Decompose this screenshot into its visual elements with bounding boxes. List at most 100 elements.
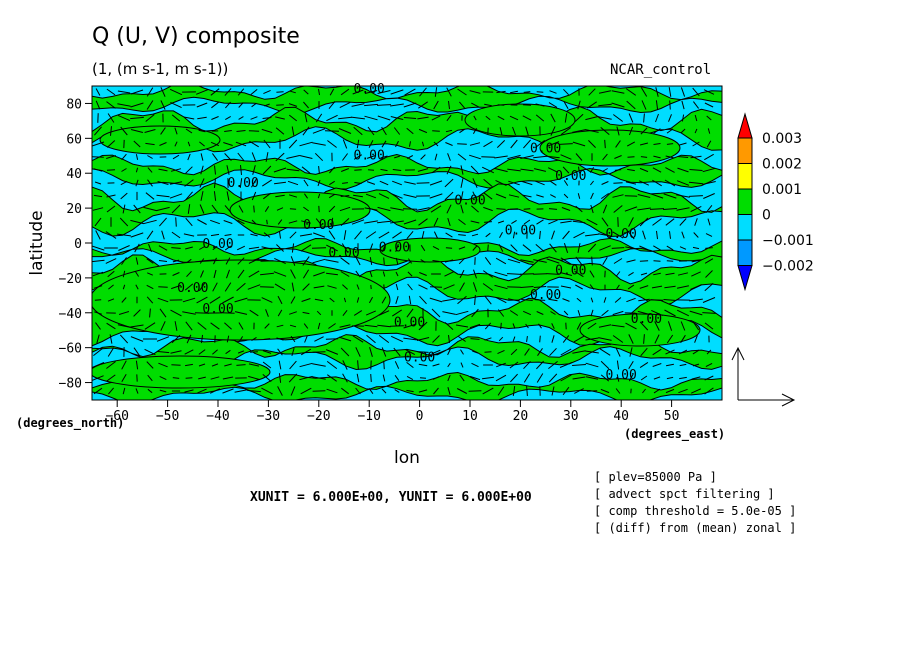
contour-label: 0.00 bbox=[530, 141, 561, 156]
vector-arrow bbox=[447, 217, 451, 227]
vector-arrow bbox=[275, 116, 285, 120]
vector-arrow bbox=[236, 364, 246, 366]
vector-arrow bbox=[211, 363, 219, 367]
vector-arrow bbox=[639, 245, 649, 251]
vector-arrow bbox=[498, 336, 504, 342]
vector-arrow bbox=[611, 90, 625, 94]
vector-arrow bbox=[510, 90, 518, 94]
vector-arrow bbox=[431, 308, 441, 318]
vector-arrow bbox=[497, 349, 505, 355]
vector-arrow bbox=[598, 116, 612, 120]
vector-arrow bbox=[499, 127, 503, 135]
vector-arrow bbox=[343, 297, 347, 303]
vector-arrow bbox=[472, 282, 478, 292]
note-threshold: [ comp threshold = 5.0e-05 ] bbox=[594, 504, 797, 518]
vector-arrow bbox=[120, 126, 128, 136]
vector-arrow bbox=[249, 140, 259, 148]
vector-arrow bbox=[299, 233, 313, 237]
vector-arrow bbox=[601, 192, 609, 200]
vector-arrow bbox=[105, 231, 117, 239]
vector-arrow bbox=[369, 257, 373, 265]
colorbar-segment bbox=[737, 214, 753, 241]
vector-arrow bbox=[653, 272, 661, 276]
vector-arrow bbox=[551, 230, 555, 240]
vector-arrow bbox=[551, 335, 555, 343]
vector-arrow bbox=[639, 321, 649, 331]
vector-arrow bbox=[265, 152, 269, 162]
vector-arrow bbox=[279, 231, 281, 239]
vector-arrow bbox=[585, 337, 599, 341]
vector-arrow bbox=[536, 219, 544, 225]
vector-arrow bbox=[418, 363, 428, 367]
vector-arrow bbox=[327, 140, 337, 148]
colorbar-label: 0.001 bbox=[762, 182, 802, 198]
vector-arrow bbox=[572, 350, 586, 354]
vector-arrow bbox=[559, 362, 573, 368]
vector-arrow bbox=[510, 139, 518, 149]
vector-arrow bbox=[183, 233, 195, 237]
vector-arrow bbox=[652, 167, 662, 173]
vector-arrow bbox=[444, 178, 454, 188]
vector-arrow bbox=[406, 127, 414, 135]
vector-arrow bbox=[110, 126, 112, 136]
vector-arrow bbox=[690, 205, 702, 213]
vector-arrow bbox=[665, 349, 675, 355]
vector-arrow bbox=[92, 141, 105, 147]
vector-arrow bbox=[471, 102, 479, 108]
vector-arrow bbox=[134, 243, 140, 253]
vector-arrow bbox=[628, 374, 634, 382]
vector-arrow bbox=[706, 140, 712, 148]
vector-arrow bbox=[147, 374, 153, 382]
vector-arrow bbox=[171, 364, 181, 366]
vector-arrow bbox=[562, 298, 570, 302]
vector-arrow bbox=[572, 376, 586, 380]
vector-arrow bbox=[390, 207, 404, 211]
vector-arrow bbox=[458, 246, 466, 250]
vector-arrow bbox=[653, 376, 661, 380]
vector-arrow bbox=[261, 246, 273, 250]
vector-arrow bbox=[262, 192, 272, 200]
vector-arrow bbox=[260, 286, 274, 288]
vector-arrow bbox=[200, 270, 204, 278]
vector-arrow bbox=[175, 217, 177, 227]
vector-arrow bbox=[679, 218, 687, 226]
x-tick-label: 0 bbox=[416, 409, 424, 424]
vector-arrow bbox=[651, 285, 663, 289]
vector-arrow bbox=[575, 284, 583, 290]
vector-arrow bbox=[262, 117, 272, 119]
vector-arrow bbox=[536, 311, 544, 315]
vector-arrow bbox=[420, 259, 426, 263]
vector-arrow bbox=[225, 115, 231, 121]
vector-arrow bbox=[274, 257, 286, 265]
vector-arrow bbox=[210, 141, 220, 147]
vector-arrow bbox=[559, 272, 573, 276]
vector-arrow bbox=[365, 310, 377, 316]
vector-arrow bbox=[447, 348, 451, 356]
reference-vector bbox=[731, 346, 796, 407]
vector-arrow bbox=[274, 181, 286, 185]
vector-arrow bbox=[264, 103, 270, 107]
vector-arrow bbox=[681, 100, 685, 110]
vector-arrow bbox=[352, 335, 364, 343]
vector-arrow bbox=[121, 374, 127, 382]
vector-arrow bbox=[130, 116, 144, 120]
vector-arrow bbox=[133, 204, 141, 214]
vector-arrow bbox=[470, 220, 480, 224]
vector-arrow bbox=[197, 388, 207, 394]
vector-arrow bbox=[496, 140, 506, 148]
vector-arrow bbox=[390, 116, 404, 120]
y-tick-label: 40 bbox=[66, 167, 82, 182]
vector-arrow bbox=[314, 152, 324, 162]
vector-arrow bbox=[577, 243, 581, 253]
vector-arrow bbox=[639, 217, 649, 227]
vector-arrow bbox=[197, 219, 207, 225]
vector-arrow bbox=[122, 387, 126, 395]
vector-arrow bbox=[277, 348, 283, 356]
vector-arrow bbox=[395, 244, 399, 252]
vector-arrow bbox=[159, 375, 167, 381]
vector-arrow bbox=[394, 375, 400, 381]
vector-arrow bbox=[471, 233, 479, 237]
vector-arrow bbox=[575, 205, 583, 213]
vector-arrow bbox=[472, 191, 478, 201]
